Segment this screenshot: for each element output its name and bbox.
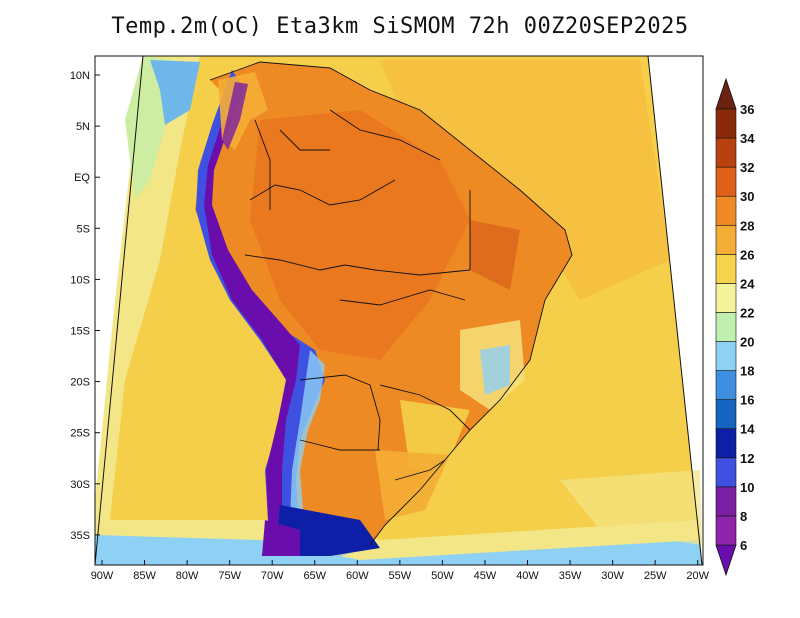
lon-label: 35W	[559, 570, 582, 582]
lat-label: 35S	[70, 530, 90, 542]
colorbar-label: 8	[740, 509, 747, 524]
lon-label: 45W	[474, 570, 497, 582]
colorbar-label: 28	[740, 218, 754, 233]
lon-label: 90W	[91, 570, 114, 582]
lon-label: 55W	[389, 570, 412, 582]
lat-label: 15S	[70, 326, 90, 338]
lat-label: 10N	[70, 70, 90, 82]
colorbar-label: 30	[740, 189, 754, 204]
colorbar-segment	[715, 224, 737, 255]
colorbar-label: 24	[740, 276, 755, 291]
colorbar-label: 34	[740, 131, 755, 146]
colorbar-segment	[715, 370, 737, 400]
colorbar: 6 8 10 12 14 16 18 20 22 24 26 28 30 32 34 36	[715, 77, 755, 577]
lon-label: 70W	[261, 570, 284, 582]
colorbar-segment	[715, 166, 737, 197]
lon-label: 65W	[303, 570, 326, 582]
colorbar-segment	[715, 515, 737, 546]
lat-label: EQ	[74, 172, 90, 184]
map-title: Temp.2m(oC) Eta3km SiSMOM 72h 00Z20SEP20…	[111, 14, 689, 39]
colorbar-segment	[715, 195, 737, 226]
colorbar-label: 10	[740, 480, 754, 495]
lat-label: 5S	[77, 223, 90, 235]
longitude-axis: 90W 85W 80W 75W 70W 65W 60W 55W 50W 45W 40W 35W 30W 2…	[91, 560, 710, 582]
colorbar-segment	[715, 486, 737, 517]
colorbar-label: 12	[740, 451, 754, 466]
colorbar-segment	[715, 254, 737, 284]
lon-label: 30W	[601, 570, 624, 582]
lat-label: 10S	[70, 274, 90, 286]
lon-label: 75W	[218, 570, 241, 582]
lon-label: 85W	[133, 570, 156, 582]
lat-label: 30S	[70, 479, 90, 491]
colorbar-label: 14	[740, 422, 755, 437]
colorbar-label: 36	[740, 102, 754, 117]
colorbar-segment	[715, 283, 737, 313]
lon-label: 25W	[644, 570, 667, 582]
lon-label: 40W	[516, 570, 539, 582]
colorbar-segment	[715, 428, 737, 459]
map-domain	[94, 55, 703, 566]
colorbar-segment	[715, 312, 737, 342]
colorbar-segment	[715, 341, 737, 371]
colorbar-segment	[715, 399, 737, 430]
colorbar-max-arrow	[715, 77, 737, 110]
colorbar-label: 22	[740, 305, 754, 320]
colorbar-label: 32	[740, 160, 754, 175]
colorbar-segment	[715, 137, 737, 168]
colorbar-segment	[715, 108, 737, 139]
lon-label: 60W	[346, 570, 369, 582]
colorbar-label: 18	[740, 364, 754, 379]
colorbar-segment	[715, 457, 737, 488]
lat-label: 20S	[70, 377, 90, 389]
colorbar-label: 6	[740, 538, 747, 553]
colorbar-label: 20	[740, 335, 754, 350]
lat-label: 25S	[70, 428, 90, 440]
colorbar-label: 26	[740, 247, 754, 262]
lon-label: 20W	[686, 570, 709, 582]
colorbar-label: 16	[740, 393, 754, 408]
lon-label: 50W	[431, 570, 454, 582]
colorbar-min-arrow	[715, 544, 737, 577]
lon-label: 80W	[176, 570, 199, 582]
latitude-axis: 10N 5N EQ 5S 10S 15S 20S 25S 30S 35S	[70, 70, 100, 542]
map-frame	[94, 55, 704, 566]
lat-label: 5N	[76, 121, 90, 133]
